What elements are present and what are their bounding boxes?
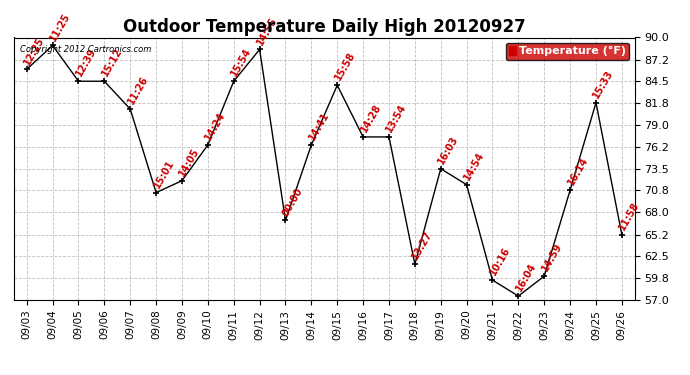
Text: 15:54: 15:54 xyxy=(229,46,253,78)
Point xyxy=(564,187,575,193)
Text: 15:12: 15:12 xyxy=(100,46,124,78)
Text: 14:05: 14:05 xyxy=(177,146,201,178)
Point xyxy=(202,142,213,148)
Text: 14:41: 14:41 xyxy=(307,110,331,142)
Point xyxy=(125,106,136,112)
Text: 14:59: 14:59 xyxy=(540,242,564,273)
Text: 11:58: 11:58 xyxy=(618,200,642,232)
Point xyxy=(228,78,239,84)
Text: 12:39: 12:39 xyxy=(74,46,98,78)
Point xyxy=(47,42,58,48)
Text: 00:00: 00:00 xyxy=(281,186,305,218)
Point xyxy=(539,273,550,279)
Point xyxy=(357,134,368,140)
Point xyxy=(306,142,317,148)
Point xyxy=(461,182,472,188)
Text: 14:28: 14:28 xyxy=(359,102,383,134)
Point xyxy=(254,46,265,53)
Text: 11:26: 11:26 xyxy=(126,75,150,106)
Text: 14:54: 14:54 xyxy=(462,150,486,182)
Point xyxy=(177,178,188,184)
Legend: Temperature (°F): Temperature (°F) xyxy=(506,43,629,60)
Point xyxy=(332,82,343,88)
Text: 15:33: 15:33 xyxy=(591,68,615,100)
Text: 14:55: 14:55 xyxy=(255,15,279,46)
Text: 11:25: 11:25 xyxy=(48,11,72,43)
Title: Outdoor Temperature Daily High 20120927: Outdoor Temperature Daily High 20120927 xyxy=(123,18,526,36)
Text: 14:24: 14:24 xyxy=(204,110,228,142)
Text: 10:16: 10:16 xyxy=(488,246,512,278)
Text: 15:58: 15:58 xyxy=(333,51,357,82)
Text: 13:54: 13:54 xyxy=(384,102,408,134)
Point xyxy=(409,261,420,267)
Point xyxy=(384,134,395,140)
Text: 15:01: 15:01 xyxy=(152,158,176,190)
Point xyxy=(435,166,446,172)
Text: 16:04: 16:04 xyxy=(514,261,538,293)
Point xyxy=(150,190,161,196)
Text: Copyright 2012 Cartronics.com: Copyright 2012 Cartronics.com xyxy=(20,45,151,54)
Point xyxy=(73,78,84,84)
Text: 13:27: 13:27 xyxy=(411,230,435,261)
Point xyxy=(616,232,627,238)
Text: 12:25: 12:25 xyxy=(22,35,46,66)
Point xyxy=(280,217,291,223)
Text: 16:14: 16:14 xyxy=(566,156,590,188)
Point xyxy=(21,66,32,72)
Text: 16:03: 16:03 xyxy=(436,134,460,166)
Point xyxy=(591,100,602,106)
Point xyxy=(99,78,110,84)
Point xyxy=(513,293,524,299)
Point xyxy=(487,277,498,283)
